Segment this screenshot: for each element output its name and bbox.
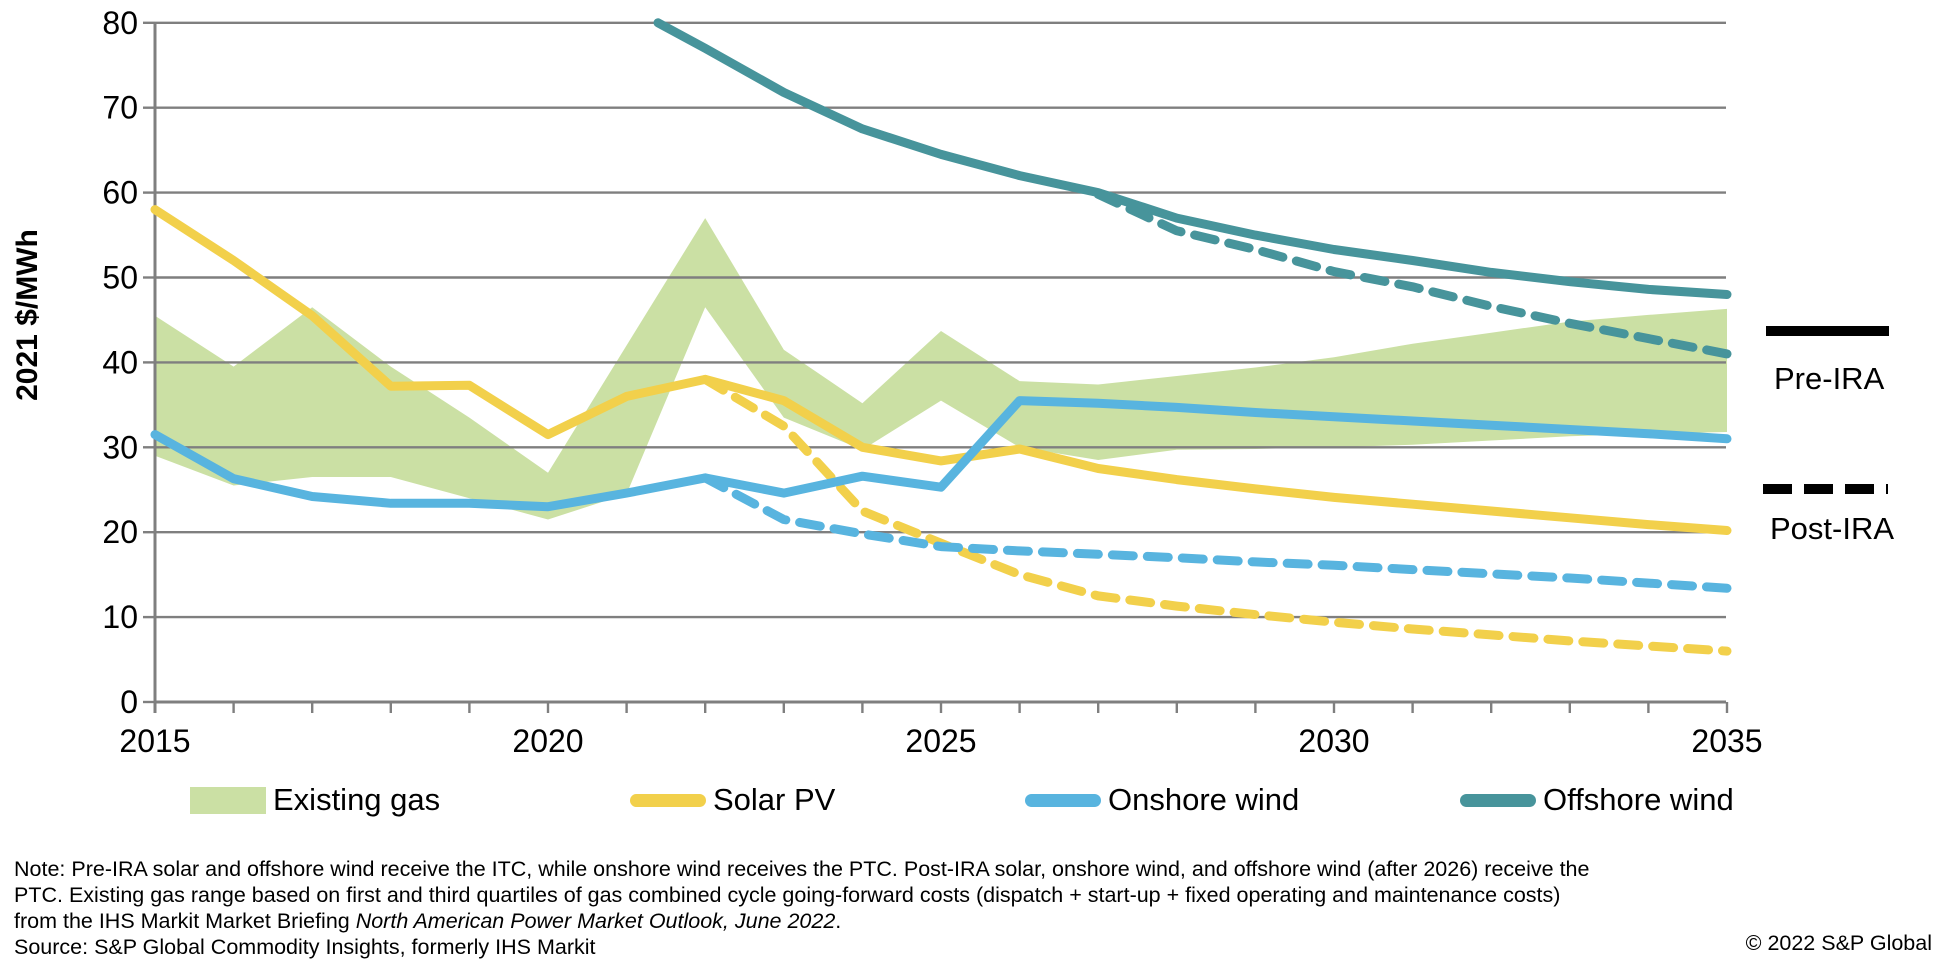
y-tick-label-80: 80: [102, 5, 138, 41]
legend-label-offshore-wind: Offshore wind: [1543, 782, 1734, 817]
legend-item-solar-pv: Solar PV: [630, 782, 835, 818]
y-tick-label-30: 30: [102, 429, 138, 465]
footnote-block: Note: Pre-IRA solar and offshore wind re…: [14, 856, 1774, 960]
chart-legend: Existing gas Solar PV Onshore wind Offsh…: [0, 782, 1944, 818]
legend-label-existing-gas: Existing gas: [273, 782, 441, 817]
legend-item-onshore-wind: Onshore wind: [1025, 782, 1299, 818]
onshore-wind-swatch: [1025, 793, 1101, 807]
x-tick-label-2030: 2030: [1298, 723, 1369, 759]
y-tick-label-10: 10: [102, 599, 138, 635]
x-tick-label-2015: 2015: [119, 723, 190, 759]
note-line-1: Note: Pre-IRA solar and offshore wind re…: [14, 857, 1590, 881]
post-ira-dashed-line-sample: [1763, 484, 1888, 494]
legend-item-offshore-wind: Offshore wind: [1460, 782, 1734, 818]
note-line-3: from the IHS Markit Market Briefing Nort…: [14, 909, 842, 933]
note-line-2: PTC. Existing gas range based on first a…: [14, 883, 1561, 907]
legend-label-solar-pv: Solar PV: [713, 782, 836, 817]
existing-gas-swatch: [190, 786, 266, 814]
x-tick-label-2020: 2020: [512, 723, 583, 759]
copyright-text: © 2022 S&P Global: [1745, 931, 1932, 955]
y-tick-label-70: 70: [102, 90, 138, 126]
y-tick-label-60: 60: [102, 175, 138, 211]
pre-ira-label: Pre-IRA: [1774, 361, 1885, 396]
solar-pv-swatch: [630, 793, 706, 807]
onshore-wind-post-ira--line: [700, 473, 1732, 593]
solar-pv-pre-ira--line: [150, 205, 1732, 535]
y-axis-title: 2021 $/MWh: [11, 229, 44, 401]
publication-title: North American Power Market Outlook, Jun…: [355, 909, 836, 933]
y-tick-label-0: 0: [120, 684, 138, 720]
offshore-wind-post-ira--line: [1093, 189, 1732, 359]
source-line: Source: S&P Global Commodity Insights, f…: [14, 935, 596, 959]
offshore-wind-swatch: [1460, 793, 1536, 807]
legend-label-onshore-wind: Onshore wind: [1108, 782, 1300, 817]
existing-gas-range-band: [155, 218, 1727, 520]
y-tick-label-40: 40: [102, 344, 138, 380]
x-tick-label-2035: 2035: [1691, 723, 1762, 759]
y-tick-label-20: 20: [102, 514, 138, 550]
y-tick-label-50: 50: [102, 260, 138, 296]
x-tick-label-2025: 2025: [905, 723, 976, 759]
post-ira-label: Post-IRA: [1770, 511, 1895, 546]
offshore-wind-pre-ira--line: [653, 18, 1732, 299]
legend-item-existing-gas: Existing gas: [190, 782, 440, 818]
pre-ira-solid-line-sample: [1766, 326, 1889, 336]
onshore-wind-pre-ira--line: [150, 396, 1732, 512]
solar-pv-post-ira--line: [700, 374, 1732, 656]
